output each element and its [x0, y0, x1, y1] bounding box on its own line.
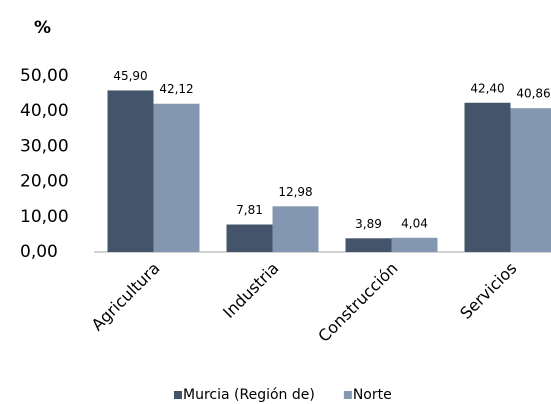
bar: [345, 238, 392, 252]
data-label: 42,12: [159, 82, 193, 96]
x-tick-label: Construcción: [314, 259, 401, 346]
x-tick-label: Agricultura: [88, 259, 164, 335]
y-tick-label: 0,00: [20, 242, 58, 262]
bar: [153, 103, 200, 252]
x-tick-label: Industria: [219, 259, 282, 322]
y-tick-label: 40,00: [20, 101, 69, 121]
data-label: 7,81: [236, 203, 263, 217]
data-label: 40,86: [516, 87, 550, 101]
y-tick-label: 30,00: [20, 136, 69, 156]
x-tick-label: Servicios: [456, 259, 520, 323]
y-tick-label: 20,00: [20, 172, 69, 192]
legend-swatch: [343, 391, 352, 399]
bar: [226, 224, 273, 252]
bar: [464, 102, 511, 252]
legend-label: Norte: [353, 387, 392, 403]
bar: [107, 90, 154, 252]
y-tick-label: 10,00: [20, 207, 69, 227]
legend-swatch: [174, 391, 182, 399]
data-label: 3,89: [355, 217, 382, 231]
legend-label: Murcia (Región de): [183, 387, 315, 403]
data-label: 4,04: [401, 216, 428, 230]
chart-title: %: [34, 18, 51, 38]
y-tick-label: 50,00: [20, 66, 69, 86]
data-label: 45,90: [113, 69, 147, 83]
bar: [510, 108, 551, 253]
bar: [272, 206, 319, 252]
data-label: 12,98: [278, 185, 312, 199]
bar: [391, 237, 438, 252]
data-label: 42,40: [470, 81, 504, 95]
